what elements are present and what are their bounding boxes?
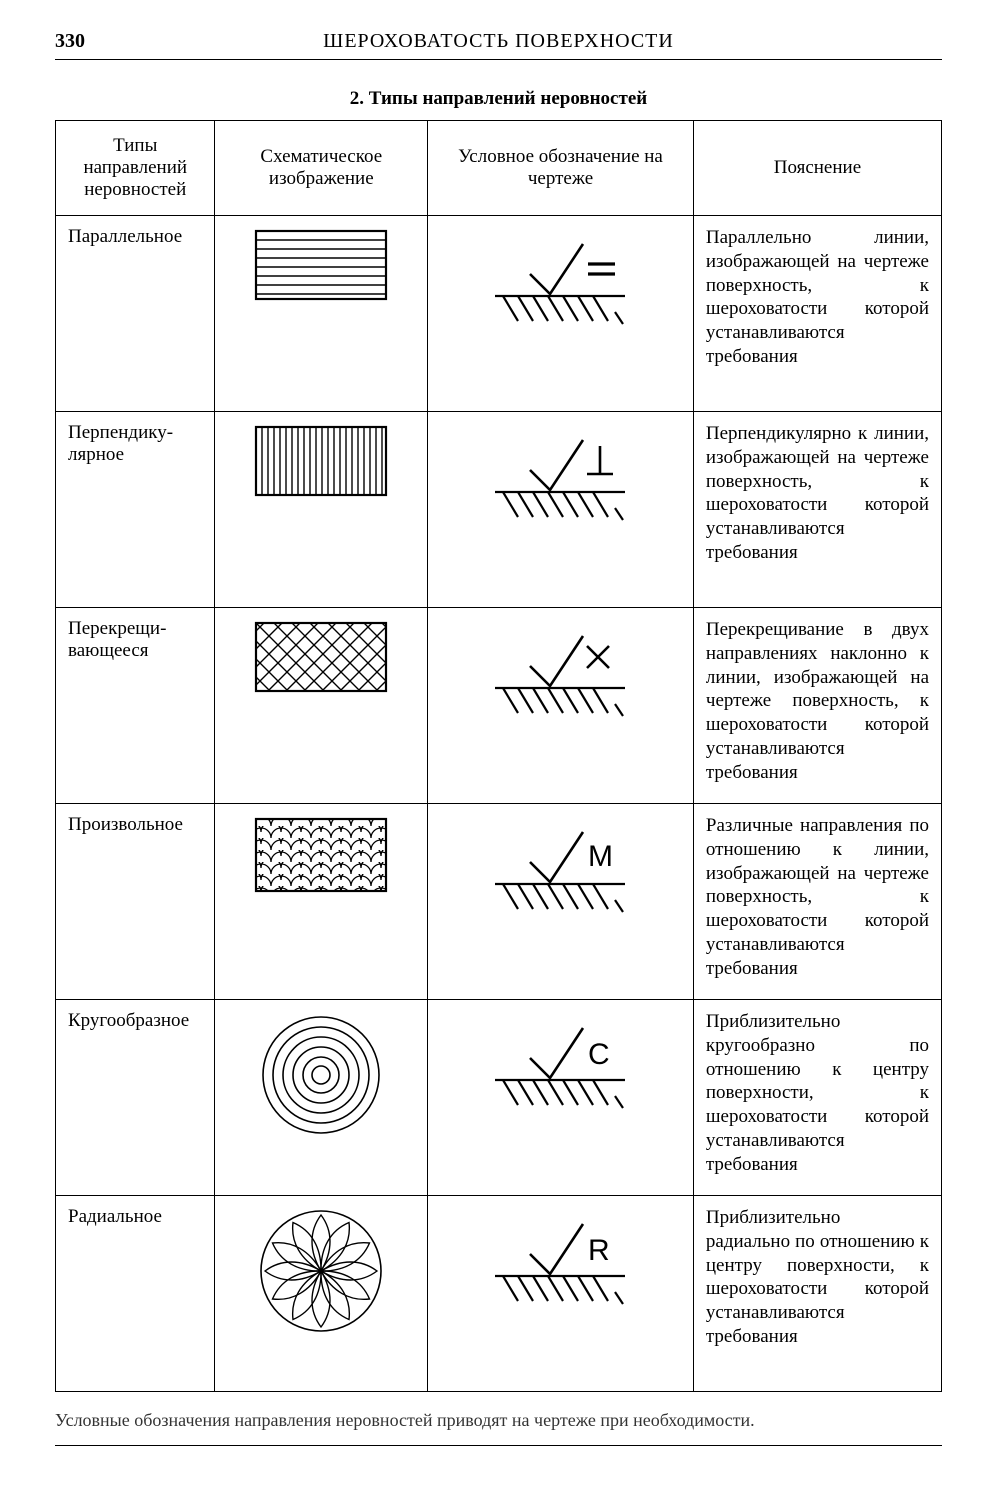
roughness-symbol-m-icon: M xyxy=(475,814,645,924)
table-footnote: Условные обозначения направления неровно… xyxy=(55,1410,942,1431)
concentric-circles-icon xyxy=(256,1010,386,1140)
roughness-symbol-perpendicular-icon xyxy=(475,422,645,532)
symbol-cell-radial: R xyxy=(428,1196,694,1392)
running-head: ШЕРОХОВАТОСТЬ ПОВЕРХНОСТИ xyxy=(323,30,674,53)
scale-pattern-icon xyxy=(251,814,391,896)
radial-petals-icon xyxy=(256,1206,386,1336)
page-number: 330 xyxy=(55,30,85,53)
type-cell: Перпендику­лярное xyxy=(56,412,215,608)
schematic-cell-arbitrary xyxy=(215,804,428,1000)
roughness-symbol-c-icon: C xyxy=(475,1010,645,1120)
col-header-schematic: Схематическое изображение xyxy=(215,121,428,216)
type-cell: Кругообразное xyxy=(56,1000,215,1196)
roughness-symbol-crossed-icon xyxy=(475,618,645,728)
explain-cell: Перекрещивание в двух направлениях накло… xyxy=(693,608,941,804)
table-caption: 2. Типы направлений неровностей xyxy=(55,88,942,110)
schematic-cell-parallel xyxy=(215,216,428,412)
roughness-symbol-r-icon: R xyxy=(475,1206,645,1316)
table-row: Радиальное xyxy=(56,1196,942,1392)
type-cell: Радиальное xyxy=(56,1196,215,1392)
table-row: Произвольное xyxy=(56,804,942,1000)
table-row: Параллельное xyxy=(56,216,942,412)
roughness-symbol-parallel-icon xyxy=(475,226,645,336)
schematic-cell-crossed xyxy=(215,608,428,804)
schematic-cell-perpendicular: // no-op placeholder (SVG script disable… xyxy=(215,412,428,608)
type-cell: Произвольное xyxy=(56,804,215,1000)
lay-letter: C xyxy=(588,1038,610,1071)
col-header-symbol: Условное обозначение на чертеже xyxy=(428,121,694,216)
lay-letter: M xyxy=(588,840,613,873)
lay-types-table: Типы направлений неровностей Схематическ… xyxy=(55,120,942,1392)
perpendicular-lines-icon: // no-op placeholder (SVG script disable… xyxy=(251,422,391,500)
schematic-cell-radial xyxy=(215,1196,428,1392)
page-header: 330 ШЕРОХОВАТОСТЬ ПОВЕРХНОСТИ 000 xyxy=(55,30,942,55)
symbol-cell-perpendicular xyxy=(428,412,694,608)
table-row: Перекрещи­вающееся xyxy=(56,608,942,804)
schematic-cell-circular xyxy=(215,1000,428,1196)
type-cell: Перекрещи­вающееся xyxy=(56,608,215,804)
table-header-row: Типы направлений неровностей Схематическ… xyxy=(56,121,942,216)
table-row: Перпендику­лярное // no-op placeholder (… xyxy=(56,412,942,608)
crosshatch-icon xyxy=(251,618,391,696)
symbol-cell-parallel xyxy=(428,216,694,412)
explain-cell: Приблизительно кругообразно по отношению… xyxy=(693,1000,941,1196)
explain-cell: Перпендикулярно к линии, изображающей на… xyxy=(693,412,941,608)
symbol-cell-arbitrary: M xyxy=(428,804,694,1000)
col-header-explain: Пояснение xyxy=(693,121,941,216)
type-cell: Параллельное xyxy=(56,216,215,412)
lay-letter: R xyxy=(588,1234,610,1267)
table-body: Параллельное xyxy=(56,216,942,1392)
explain-cell: Параллельно линии, изображающей на черте… xyxy=(693,216,941,412)
col-header-type: Типы направлений неровностей xyxy=(56,121,215,216)
symbol-cell-crossed xyxy=(428,608,694,804)
explain-cell: Различные направления по отношению к лин… xyxy=(693,804,941,1000)
bottom-rule xyxy=(55,1445,942,1446)
table-row: Кругообразное xyxy=(56,1000,942,1196)
header-rule xyxy=(55,59,942,60)
parallel-lines-icon xyxy=(251,226,391,304)
page: 330 ШЕРОХОВАТОСТЬ ПОВЕРХНОСТИ 000 2. Тип… xyxy=(0,0,997,1486)
explain-cell: Приблизительно радиально по отношению к … xyxy=(693,1196,941,1392)
symbol-cell-circular: C xyxy=(428,1000,694,1196)
